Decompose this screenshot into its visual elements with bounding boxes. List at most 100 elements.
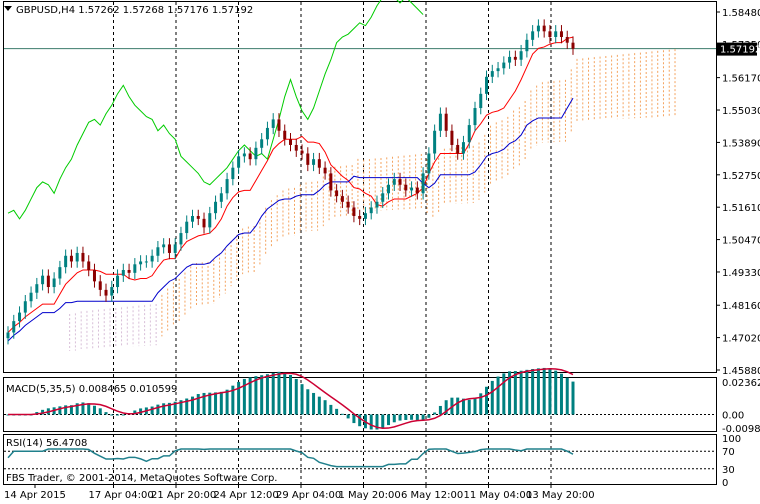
macd-bar bbox=[139, 408, 143, 415]
time-tick-label: 11 May 04:00 bbox=[464, 490, 533, 501]
candle-body bbox=[565, 37, 569, 43]
macd-bar bbox=[508, 371, 512, 415]
macd-bar bbox=[346, 414, 350, 419]
price-tick-label: 1.56170 bbox=[722, 74, 760, 85]
macd-bar bbox=[300, 384, 304, 415]
candle-body bbox=[490, 71, 494, 77]
rsi-pane-frame bbox=[3, 434, 717, 485]
macd-bar bbox=[381, 414, 385, 428]
candle-body bbox=[450, 130, 454, 145]
candle-body bbox=[300, 150, 304, 154]
price-tick-label: 1.45880 bbox=[722, 366, 760, 377]
candle-body bbox=[271, 119, 275, 128]
time-tick-label: 29 Apr 04:00 bbox=[276, 490, 341, 501]
candle-body bbox=[525, 39, 529, 52]
candle-body bbox=[571, 42, 575, 49]
candle-body bbox=[312, 159, 316, 165]
candle-body bbox=[260, 139, 264, 148]
candle-body bbox=[185, 221, 189, 234]
candle-body bbox=[502, 62, 506, 69]
candle-body bbox=[225, 179, 229, 194]
candle-body bbox=[485, 76, 489, 94]
macd-bar bbox=[185, 398, 189, 415]
macd-bar bbox=[81, 402, 85, 415]
candle-body bbox=[467, 125, 471, 143]
ichimoku-cloud bbox=[69, 49, 676, 351]
macd-bar bbox=[329, 404, 333, 415]
macd-bar bbox=[369, 414, 373, 430]
candle-body bbox=[548, 31, 552, 38]
macd-bar bbox=[490, 380, 494, 415]
candle-body bbox=[219, 193, 223, 202]
macd-bar bbox=[248, 377, 252, 415]
candle-body bbox=[69, 255, 73, 262]
candle-body bbox=[18, 312, 22, 322]
macd-bar bbox=[219, 391, 223, 415]
candle-body bbox=[110, 287, 114, 296]
macd-bar bbox=[444, 400, 448, 415]
macd-bar bbox=[162, 403, 166, 415]
candle-body bbox=[179, 233, 183, 245]
candle-body bbox=[554, 31, 558, 38]
candle-body bbox=[508, 56, 512, 63]
symbol-label: GBPUSD,H4 1.57262 1.57268 1.57176 1.5719… bbox=[16, 5, 253, 16]
macd-label: MACD(5,35,5) 0.008465 0.010599 bbox=[6, 384, 177, 395]
current-price-label: 1.57192 bbox=[720, 45, 760, 56]
copyright-label: FBS Trader, © 2001-2014, MetaQuotes Soft… bbox=[6, 473, 277, 484]
candle-body bbox=[531, 31, 535, 40]
macd-bar bbox=[214, 392, 218, 415]
macd-bar bbox=[41, 409, 45, 415]
candle-body bbox=[121, 269, 125, 276]
macd-bar bbox=[254, 376, 258, 415]
grid-lines bbox=[4, 2, 716, 484]
main-pane-frame bbox=[3, 1, 717, 373]
candle-body bbox=[335, 190, 339, 197]
macd-bar bbox=[289, 374, 292, 415]
candle-body bbox=[81, 252, 85, 262]
macd-bar bbox=[283, 372, 287, 415]
candle-body bbox=[12, 321, 16, 333]
macd-bar bbox=[548, 368, 552, 415]
candle-body bbox=[190, 216, 194, 222]
candle-body bbox=[208, 213, 212, 228]
macd-bar bbox=[427, 414, 431, 418]
macd-bar bbox=[277, 371, 281, 415]
candle-body bbox=[329, 173, 333, 191]
candle-body bbox=[231, 167, 235, 180]
candle-body bbox=[438, 113, 442, 131]
kijun-line bbox=[7, 97, 574, 342]
macd-tick-label: 0.00 bbox=[722, 410, 744, 421]
macd-bar bbox=[173, 401, 177, 415]
candle-body bbox=[23, 301, 27, 313]
macd-bar bbox=[496, 376, 500, 415]
macd-bar bbox=[519, 370, 523, 415]
macd-bar bbox=[542, 367, 546, 415]
macd-bar bbox=[69, 405, 73, 415]
time-tick-label: 24 Apr 12:00 bbox=[214, 490, 279, 501]
candle-body bbox=[104, 289, 108, 296]
macd-bar bbox=[433, 412, 437, 415]
macd-bar bbox=[156, 404, 160, 415]
candle-body bbox=[41, 275, 45, 285]
candle-body bbox=[29, 292, 33, 302]
current-price-box bbox=[717, 42, 757, 56]
candle-body bbox=[542, 25, 546, 32]
macd-bar bbox=[317, 396, 321, 415]
candle-body bbox=[277, 119, 281, 131]
candle-body bbox=[392, 179, 396, 185]
candle-body bbox=[139, 261, 143, 265]
candle-body bbox=[156, 247, 160, 256]
candle-body bbox=[496, 68, 500, 72]
candle-body bbox=[473, 108, 477, 126]
triangle-down-icon[interactable] bbox=[4, 6, 12, 11]
macd-bar bbox=[271, 372, 275, 415]
macd-bar bbox=[237, 381, 241, 415]
candles bbox=[6, 19, 575, 345]
candle-body bbox=[46, 275, 50, 288]
macd-bar bbox=[294, 378, 298, 415]
macd-bar bbox=[467, 399, 471, 415]
candle-body bbox=[363, 213, 367, 219]
macd-signal-line bbox=[8, 368, 574, 430]
